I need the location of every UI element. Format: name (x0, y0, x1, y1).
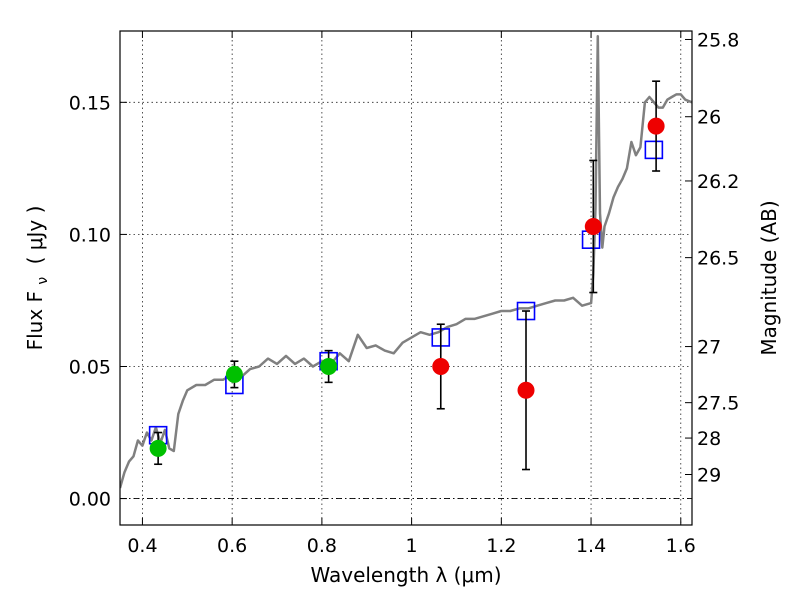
y-axis-label-unit: ( μJy ) (23, 206, 47, 265)
x-tick-label: 0.8 (307, 535, 337, 557)
y-tick-label: 0.15 (69, 92, 111, 114)
magnitude-tick-label: 28 (697, 428, 721, 450)
y-axis-label-text: Flux F (23, 291, 47, 350)
model-square-point (644, 140, 664, 160)
data-point (149, 439, 167, 457)
x-axis-label: Wavelength λ (μm) (310, 563, 501, 587)
plot-area (120, 35, 692, 489)
data-point (584, 217, 602, 235)
x-tick-label: 0.6 (217, 535, 247, 557)
y-tick-label: 0.10 (69, 224, 111, 246)
data-point (647, 117, 665, 135)
x-tick-label: 0.4 (127, 535, 157, 557)
spectrum-line (120, 35, 692, 489)
magnitude-tick-label: 26.5 (697, 248, 739, 270)
x-tick-label: 1 (406, 535, 418, 557)
svg-text:Flux F ν ( μJy ): Flux F ν ( μJy ) (23, 206, 52, 351)
data-point (432, 357, 450, 375)
magnitude-tick-label: 26.2 (697, 171, 739, 193)
y-tick-label: 0.00 (69, 489, 111, 511)
right-axis-label: Magnitude (AB) (757, 200, 781, 355)
data-point (517, 381, 535, 399)
plot-clipped (120, 35, 692, 489)
magnitude-tick-label: 27.5 (697, 393, 739, 415)
x-tick-label: 1.4 (576, 535, 606, 557)
data-point (225, 365, 243, 383)
plot-frame (119, 30, 693, 526)
y-tick-label: 0.05 (69, 356, 111, 378)
axes: 0.4 0.6 0.8 1 1.2 1.4 1.6 0.00 0.05 0.10 0.15 25.8 2… (69, 29, 740, 557)
data-point (320, 357, 338, 375)
magnitude-tick-label: 27 (697, 337, 721, 359)
grid-lines (120, 31, 692, 525)
magnitude-tick-label: 25.8 (697, 29, 739, 51)
y-axis-label: Flux F ν ( μJy ) (23, 206, 52, 351)
y-axis-label-subscript: ν (35, 277, 51, 285)
x-tick-label: 1.2 (486, 535, 516, 557)
magnitude-tick-label: 29 (697, 464, 721, 486)
magnitude-tick-label: 26 (697, 107, 721, 129)
x-tick-label: 1.6 (666, 535, 696, 557)
